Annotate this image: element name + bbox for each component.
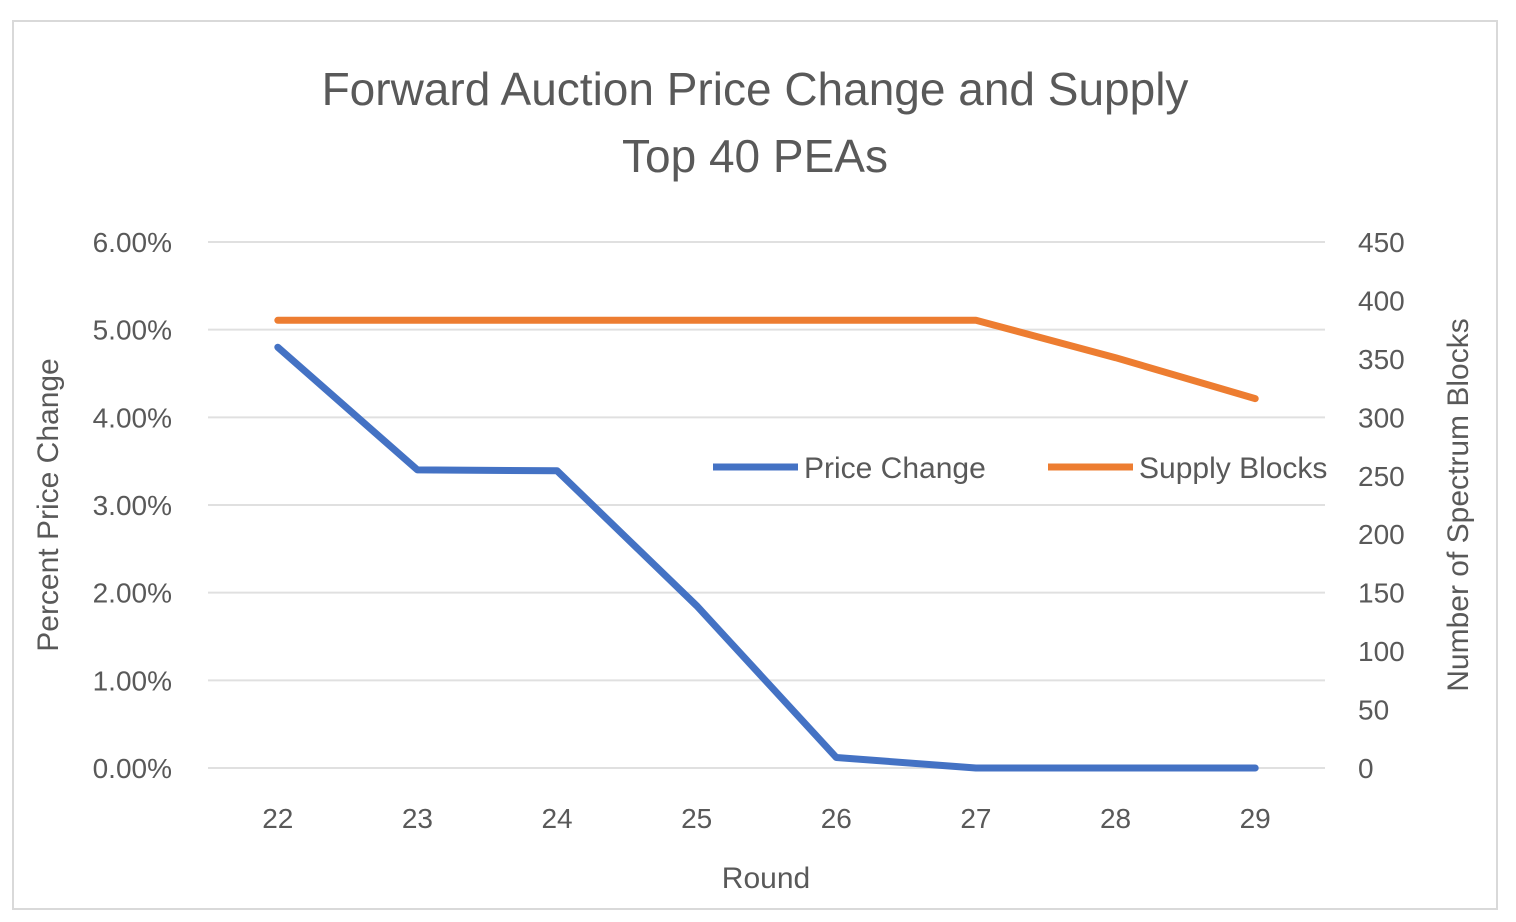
y2-tick-label: 400 (1358, 285, 1405, 316)
x-axis-ticks: 22 23 24 25 26 27 28 29 (262, 803, 1271, 834)
left-axis-ticks: 6.00% 5.00% 4.00% 3.00% 2.00% 1.00% 0.00% (93, 227, 172, 784)
x-tick-label: 24 (541, 803, 572, 834)
x-tick-label: 25 (681, 803, 712, 834)
y-tick-label: 6.00% (93, 227, 172, 258)
y-tick-label: 2.00% (93, 578, 172, 609)
series-lines (274, 316, 1259, 772)
y2-tick-label: 450 (1358, 227, 1405, 258)
x-axis-title: Round (722, 862, 810, 895)
y2-tick-label: 100 (1358, 636, 1405, 667)
y2-tick-label: 350 (1358, 344, 1405, 375)
x-tick-label: 26 (821, 803, 852, 834)
y2-tick-label: 150 (1358, 578, 1405, 609)
y-tick-label: 3.00% (93, 490, 172, 521)
x-tick-label: 27 (960, 803, 991, 834)
x-tick-label: 28 (1100, 803, 1131, 834)
legend: Price Change Supply Blocks (713, 452, 1327, 485)
y2-tick-label: 300 (1358, 402, 1405, 433)
x-tick-label: 23 (402, 803, 433, 834)
y-tick-label: 5.00% (93, 315, 172, 346)
chart-title-line2: Top 40 PEAs (622, 130, 888, 182)
series-line-supply-blocks (274, 316, 1259, 403)
y-axis-title: Percent Price Change (32, 358, 65, 652)
legend-label-supply-blocks: Supply Blocks (1139, 452, 1327, 485)
x-tick-label: 29 (1240, 803, 1271, 834)
y2-tick-label: 250 (1358, 461, 1405, 492)
series-line-price-change (274, 343, 1259, 772)
y2-tick-label: 0 (1358, 753, 1374, 784)
y2-axis-title: Number of Spectrum Blocks (1442, 318, 1475, 691)
y2-tick-label: 50 (1358, 695, 1389, 726)
y-tick-label: 1.00% (93, 665, 172, 696)
legend-label-price-change: Price Change (804, 452, 986, 485)
x-tick-label: 22 (262, 803, 293, 834)
right-axis-ticks: 450 400 350 300 250 200 150 100 50 0 (1358, 227, 1405, 784)
y-tick-label: 4.00% (93, 402, 172, 433)
y2-tick-label: 200 (1358, 519, 1405, 550)
chart-title-line1: Forward Auction Price Change and Supply (322, 63, 1189, 115)
y-tick-label: 0.00% (93, 753, 172, 784)
